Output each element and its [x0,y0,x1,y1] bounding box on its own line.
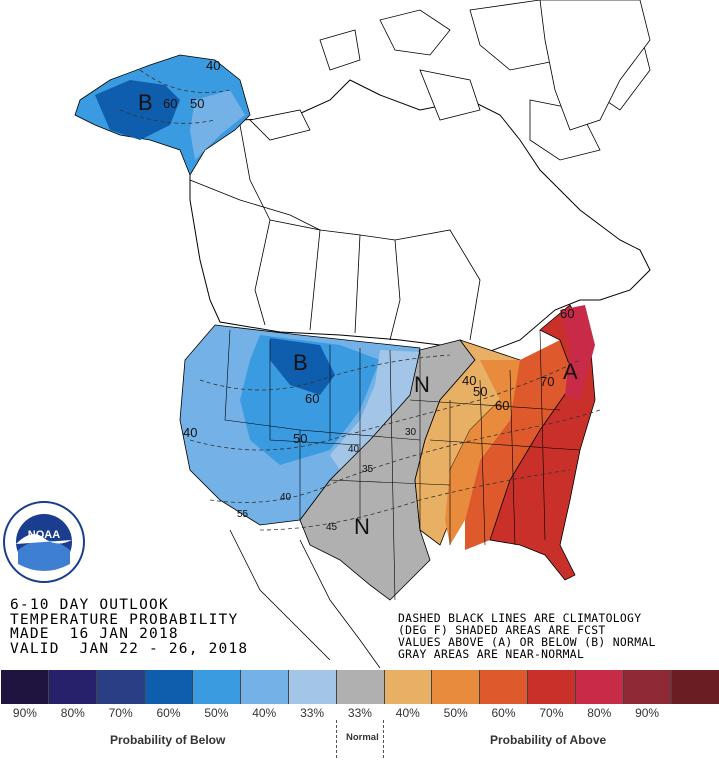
note-line: DASHED BLACK LINES ARE CLIMATOLOGY [398,611,642,625]
province-lines [189,124,481,341]
map-notes: DASHED BLACK LINES ARE CLIMATOLOGY (DEG F… [398,612,656,660]
outlook-valid-dates: VALID JAN 22 - 26, 2018 [10,640,249,657]
legend-below-label: Probability of Below [110,733,226,747]
legend-swatch [672,670,719,704]
legend-pct-label: 70% [539,706,564,720]
note-line: VALUES ABOVE (A) OR BELOW (B) NORMAL [398,635,656,649]
outlook-header: 6-10 DAY OUTLOOK TEMPERATURE PROBABILITY M… [10,598,248,656]
contour-label: 55 [237,509,249,520]
noaa-logo: NOAA [3,501,85,583]
legend-swatch [576,670,625,704]
legend-pct-label: 80% [60,706,85,720]
climatology-lines [119,69,601,531]
legend-pct-label: 80% [587,706,612,720]
mexico-outline [229,529,381,668]
contour-label: 40 [183,425,197,440]
contour-label: 60 [163,96,177,111]
legend-swatch [192,670,241,704]
legend-pct-label: 40% [252,706,277,720]
legend-swatch [48,670,97,704]
contour-label: 60 [560,306,574,321]
legend-pct-label: 40% [395,706,420,720]
region-marker-normal: N [414,372,430,397]
note-line: GRAY AREAS ARE NEAR-NORMAL [398,647,585,661]
warm-shading-80 [560,305,595,400]
legend-pct-label: 90% [12,706,37,720]
legend-divider-left [336,720,337,758]
region-marker-below: B [138,90,153,115]
contour-label: 40 [348,444,360,455]
legend-swatch [288,670,337,704]
contour-label: 30 [405,427,417,438]
legend-pct-label: 33% [347,706,372,720]
legend-pct-label: 60% [156,706,181,720]
legend-color-bar [1,670,719,704]
outlook-map: 40 50 60 40 40 50 60 55 40 45 35 30 40 5… [74,0,651,668]
legend-swatch [480,670,529,704]
contour-label: 60 [305,391,319,406]
legend-divider-right [383,720,384,758]
contour-label: 50 [190,96,204,111]
canada-landmass [189,79,651,356]
alaska-core [95,80,180,140]
legend-swatch [240,670,289,704]
legend-swatch [432,670,481,704]
contour-label: 60 [495,398,509,413]
outlook-title: 6-10 DAY OUTLOOK [10,597,169,613]
alaska-outer [190,90,245,160]
legend-swatch [1,670,49,704]
region-marker-normal: N [354,514,370,539]
contour-label: 70 [540,374,554,389]
region-marker-above: A [563,359,578,384]
contour-label: 45 [326,522,338,533]
contour-labels: 40 50 60 40 40 50 60 55 40 45 35 30 40 5… [163,58,574,533]
legend-pct-label: 90% [635,706,660,720]
outlook-subtitle: TEMPERATURE PROBABILITY [10,611,239,628]
legend-pct-label: 70% [108,706,133,720]
state-lines [224,329,581,601]
legend-pct-label: 60% [491,706,516,720]
legend-pct-label: 50% [204,706,229,720]
legend-pct-label: 33% [300,706,325,720]
outlook-made-date: MADE 16 JAN 2018 [10,626,179,642]
contour-label: 40 [206,58,220,73]
legend-percentages: 90% 80% 70% 60% 50% 40% 33% 33% 40% 50% 60% 70% 80% 9… [1,706,719,722]
contour-label: 35 [362,464,374,475]
contour-label: 40 [462,373,476,388]
west-shading-50 [240,335,380,465]
contour-label: 40 [280,492,292,503]
legend-swatch [624,670,673,704]
legend-swatch [144,670,193,704]
legend-pct-label: 50% [443,706,468,720]
legend-pct-label [671,706,719,722]
outer-shading-33 [330,350,420,470]
contour-label: 50 [293,431,307,446]
greenland-outline [539,0,651,131]
legend-swatch [384,670,433,704]
legend-normal-label: Normal [346,732,379,743]
region-marker-below: B [293,350,308,375]
legend-swatch [336,670,385,704]
legend-swatch [96,670,145,704]
logo-text: NOAA [28,529,60,541]
legend-swatch [528,670,577,704]
contour-label: 50 [473,384,487,399]
note-line: (DEG F) SHADED AREAS ARE FCST [398,623,606,637]
warm-shading-60 [465,340,575,550]
legend-above-label: Probability of Above [490,733,607,747]
